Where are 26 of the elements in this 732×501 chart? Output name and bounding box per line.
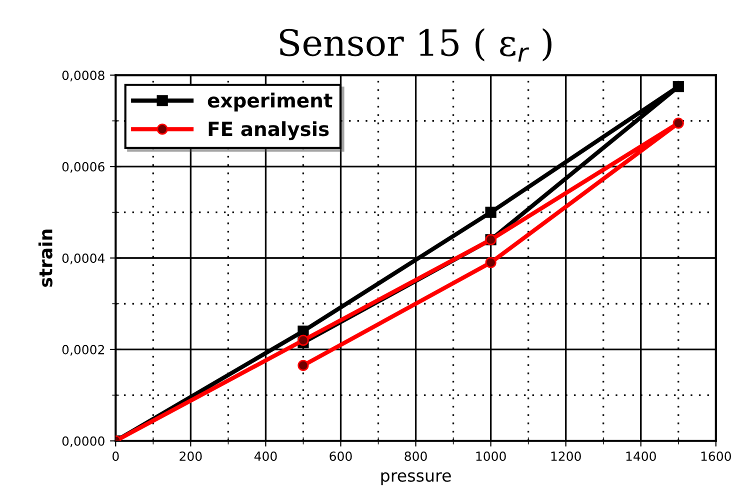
y-tick-label: 0,0004 xyxy=(62,253,105,264)
x-tick-label: 600 xyxy=(330,452,352,461)
y-tick-label: 0,0008 xyxy=(62,70,104,82)
y-tick-label: 0,0006 xyxy=(62,162,104,173)
y-tick-label: 0,0000 xyxy=(62,436,104,448)
x-tick-label: 200 xyxy=(180,452,202,461)
point xyxy=(298,326,309,337)
legend-label: experiment xyxy=(208,92,332,112)
point xyxy=(485,257,496,268)
legend-label: FE analysis xyxy=(208,121,329,140)
y-tick-label: 0,0002 xyxy=(62,344,104,356)
x-tick-label: 400 xyxy=(254,452,277,461)
x-tick-label: 0 xyxy=(112,452,119,461)
x-tick-label: 1000 xyxy=(476,452,506,461)
point xyxy=(485,206,496,218)
chart-title: Sensor 15 ( ε$_{r}$ ) xyxy=(280,28,552,62)
x-tick-label: 800 xyxy=(404,452,427,461)
x-axis-title: pressure xyxy=(381,472,451,486)
point xyxy=(298,360,309,372)
point xyxy=(672,81,684,92)
x-tick-label: 1600 xyxy=(701,452,731,461)
x-tick-label: 1400 xyxy=(626,452,656,461)
x-tick-label: 1200 xyxy=(551,452,581,461)
point xyxy=(298,334,309,346)
point xyxy=(672,118,684,129)
y-axis-title: strain xyxy=(38,230,52,287)
